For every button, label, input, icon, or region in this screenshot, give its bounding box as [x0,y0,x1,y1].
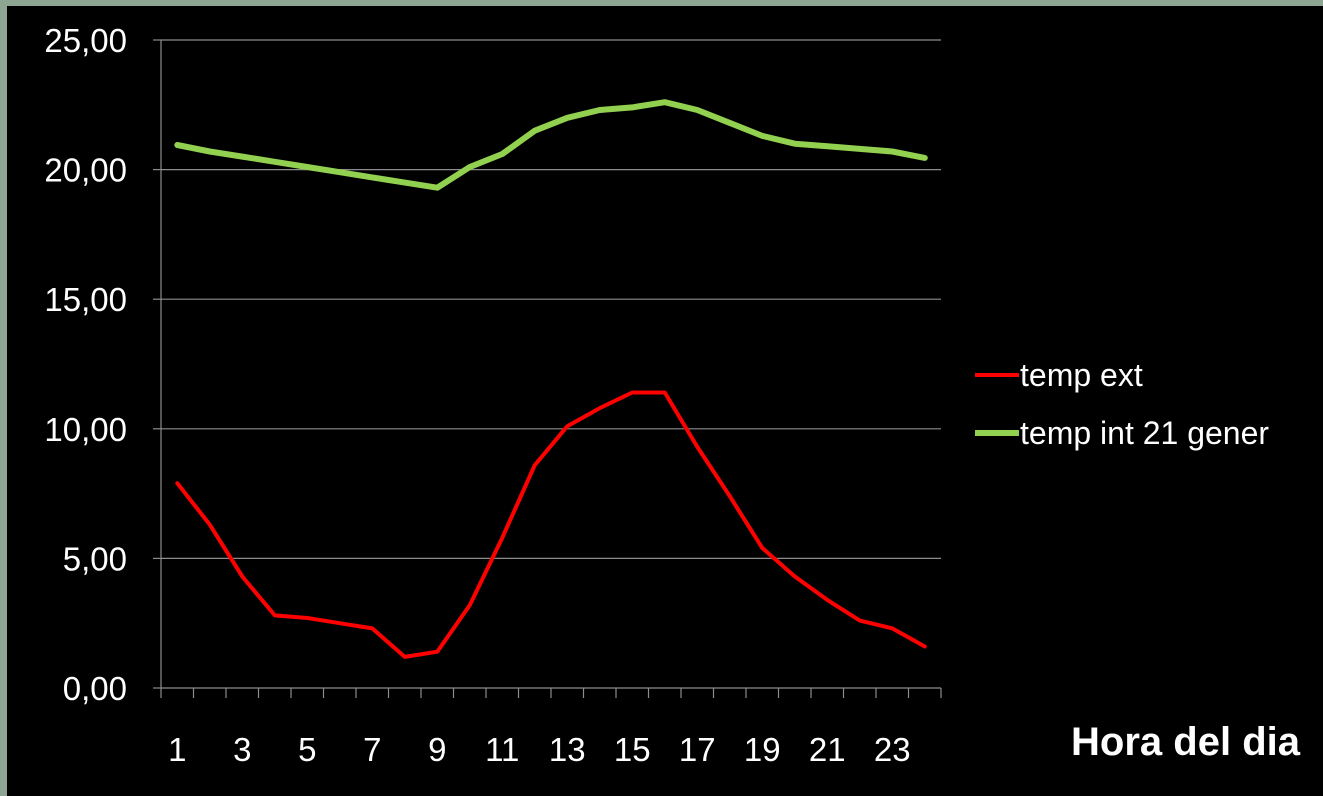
legend-label: temp int 21 gener [1020,415,1269,451]
x-tick-label: 13 [549,731,586,768]
x-tick-label: 19 [744,731,781,768]
x-tick-label: 9 [428,731,446,768]
x-tick-label: 23 [874,731,911,768]
legend: temp ext temp int 21 gener [975,357,1269,451]
y-tick-label: 0,00 [63,670,127,707]
x-tick-label: 11 [485,731,519,768]
x-tick-label: 21 [809,731,846,768]
x-tick-label: 1 [168,731,186,768]
series-line-temp-int [174,99,928,191]
x-tick-label: 15 [614,731,651,768]
y-tick-label: 25,00 [44,22,127,59]
x-tick-label: 5 [298,731,316,768]
x-tick-label: 17 [679,731,716,768]
y-tick-labels: 0,00 5,00 10,00 15,00 20,00 25,00 [44,22,127,707]
series-line-temp-ext [175,390,927,659]
chart-frame [7,6,1323,796]
x-tick-label: 3 [233,731,251,768]
y-tick-label: 15,00 [44,281,127,318]
y-tick-label: 10,00 [44,411,127,448]
axes [153,39,942,698]
gridlines [161,39,941,560]
x-tick-label: 7 [363,731,381,768]
legend-label: temp ext [1020,357,1143,393]
y-tick-label: 20,00 [44,152,127,189]
x-tick-labels: 1 3 5 7 9 11 13 15 17 19 21 23 [168,731,911,768]
x-axis-title: Hora del dia [1071,720,1301,764]
series-lines [174,99,928,659]
y-tick-label: 5,00 [63,540,127,577]
